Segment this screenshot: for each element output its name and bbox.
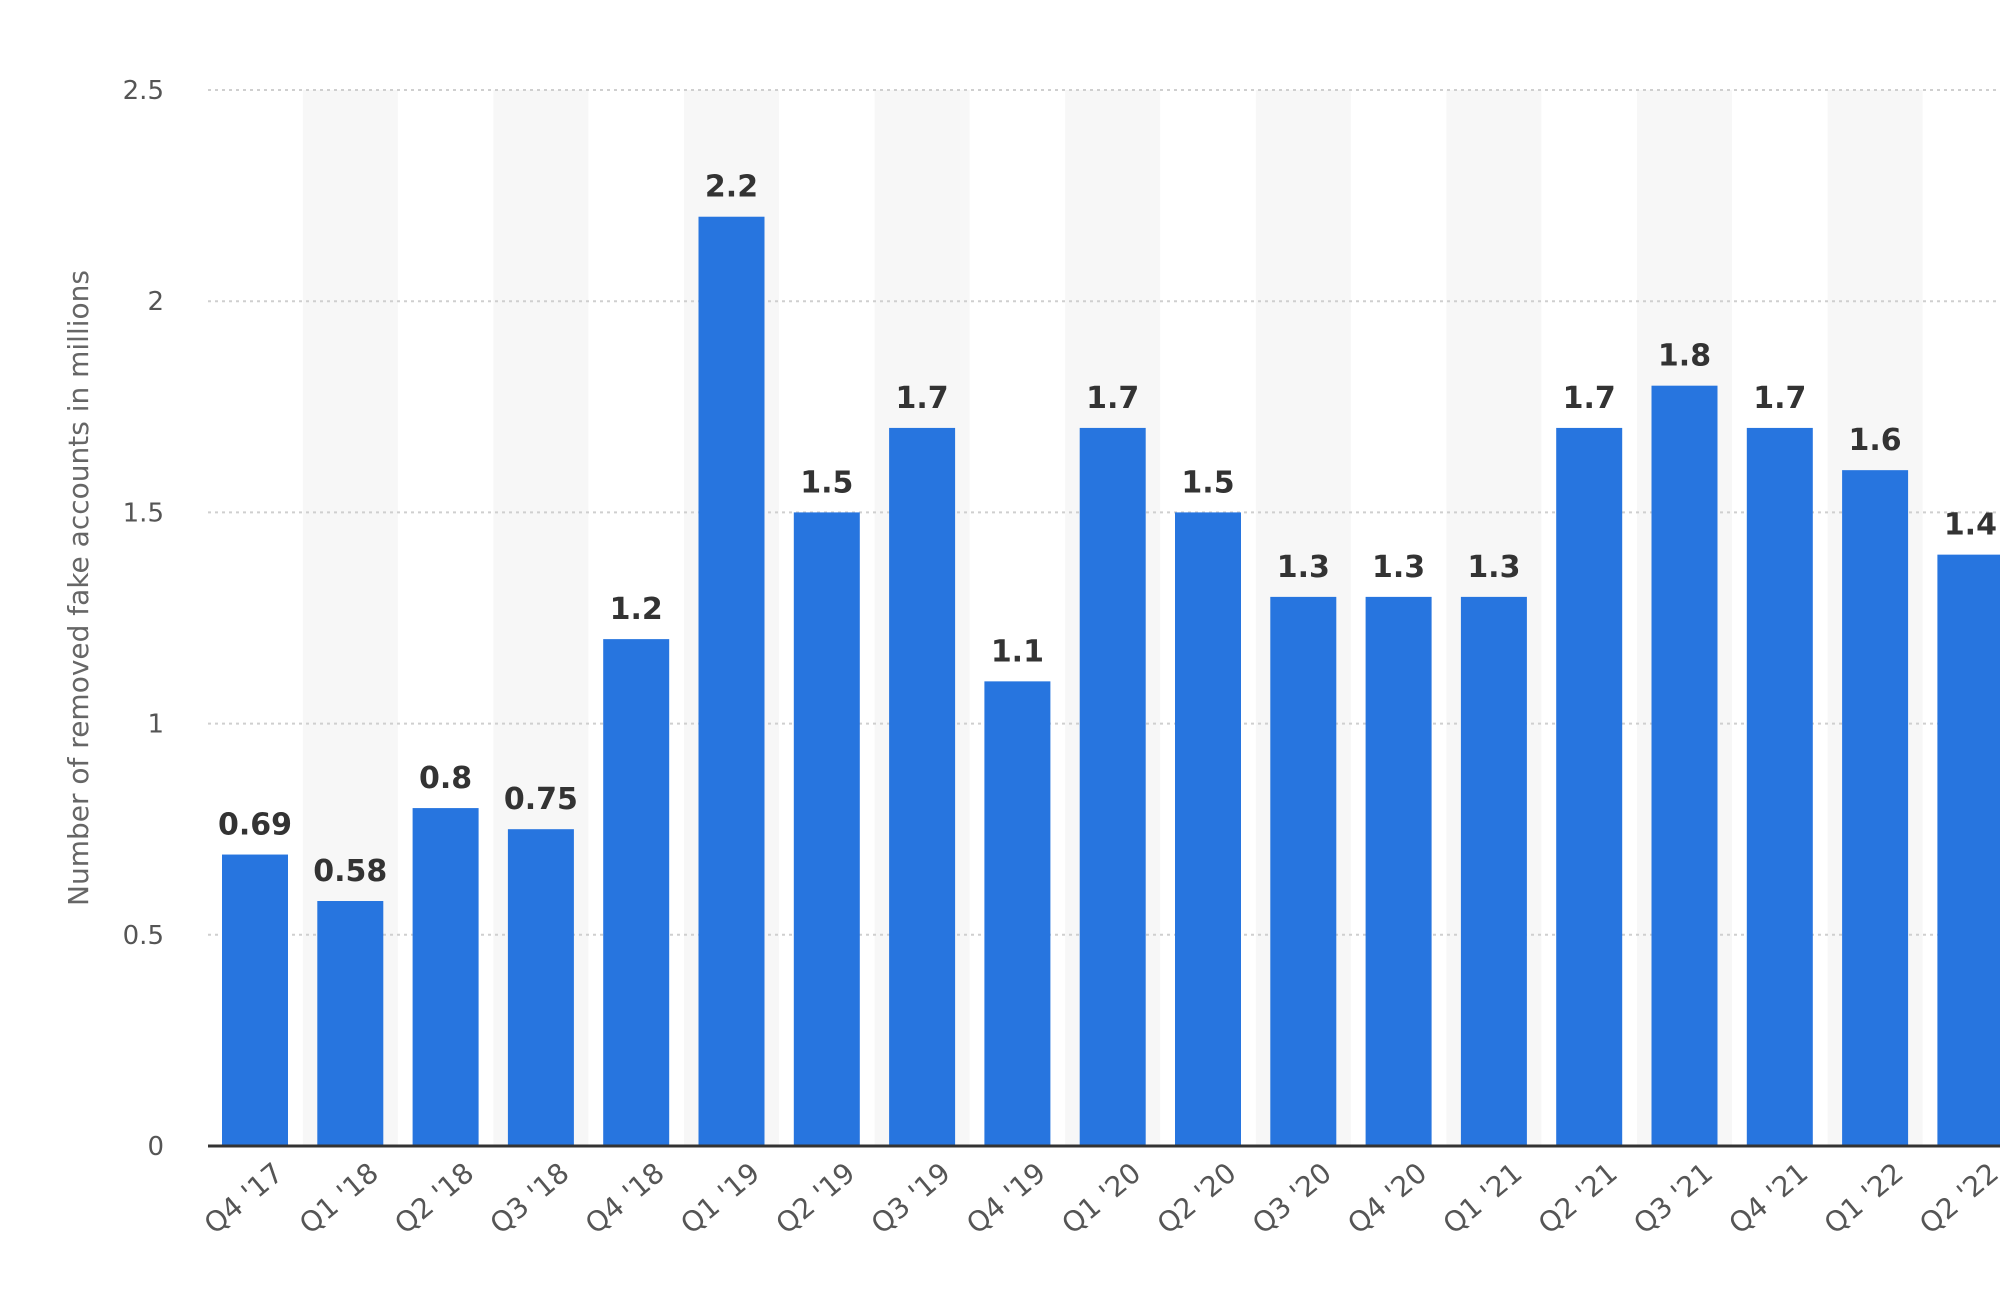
bar	[698, 216, 765, 1147]
x-tick-label: Q2 '18	[388, 1156, 480, 1240]
bar	[1937, 554, 2000, 1146]
y-axis-ticks: 0 0.5 1 1.5 2 2.5	[123, 76, 164, 1162]
data-label: 1.4	[1944, 508, 1997, 543]
data-label: 1.2	[610, 592, 663, 627]
x-tick-label: Q3 '18	[484, 1156, 576, 1240]
bar	[603, 639, 670, 1146]
data-label: 1.5	[800, 465, 853, 500]
bar	[1460, 596, 1527, 1146]
data-label: 1.3	[1372, 550, 1425, 585]
data-label: 0.69	[218, 808, 292, 843]
bar	[412, 808, 479, 1146]
y-axis-title: Number of removed fake accounts in milli…	[62, 270, 95, 906]
bar	[507, 829, 574, 1146]
bar	[222, 854, 288, 1146]
x-tick-label: Q4 '17	[198, 1156, 290, 1240]
bar	[1079, 427, 1146, 1146]
x-tick-label: Q3 '19	[865, 1156, 957, 1240]
data-label: 1.3	[1467, 550, 1520, 585]
data-label: 1.7	[1753, 381, 1806, 416]
data-label: 1.5	[1181, 465, 1234, 500]
bar	[1746, 427, 1813, 1146]
y-tick-label: 2	[147, 287, 164, 317]
data-labels: 0.69 0.58 0.8 0.75 1.2 2.2 1.5 1.7 1.1 1.7 1.5 1.3 1…	[218, 170, 1997, 889]
x-tick-label: Q1 '18	[293, 1156, 385, 1240]
x-tick-label: Q4 '20	[1341, 1156, 1433, 1240]
x-tick-label: Q3 '21	[1627, 1156, 1719, 1240]
x-tick-label: Q1 '22	[1818, 1156, 1910, 1240]
y-tick-label: 0.5	[123, 921, 164, 951]
x-tick-label: Q4 '19	[960, 1156, 1052, 1240]
data-label: 1.7	[1086, 381, 1139, 416]
bar	[984, 681, 1051, 1146]
bar	[1651, 385, 1718, 1146]
bar	[793, 512, 860, 1146]
y-tick-label: 1	[147, 710, 164, 740]
bar	[1365, 596, 1432, 1146]
data-label: 0.8	[419, 761, 472, 796]
x-tick-label: Q2 '20	[1151, 1156, 1243, 1240]
data-label: 1.3	[1277, 550, 1330, 585]
data-label: 0.58	[313, 854, 387, 889]
y-tick-label: 1.5	[123, 498, 164, 528]
bar	[1842, 470, 1909, 1146]
bar	[1175, 512, 1241, 1146]
data-label: 1.8	[1658, 339, 1711, 374]
x-tick-label: Q4 '21	[1723, 1156, 1815, 1240]
x-tick-label: Q2 '19	[770, 1156, 862, 1240]
bar	[889, 427, 956, 1146]
x-tick-label: Q3 '20	[1246, 1156, 1338, 1240]
data-label: 2.2	[705, 170, 758, 205]
x-tick-label: Q2 '22	[1913, 1156, 2000, 1240]
x-tick-label: Q1 '20	[1055, 1156, 1147, 1240]
data-label: 0.75	[504, 782, 578, 817]
bars	[222, 216, 2000, 1147]
x-axis-ticks: Q4 '17 Q1 '18 Q2 '18 Q3 '18 Q4 '18 Q1 '19 Q2 '…	[198, 1156, 2000, 1240]
data-label: 1.1	[991, 634, 1044, 669]
x-tick-label: Q2 '21	[1532, 1156, 1624, 1240]
data-label: 1.6	[1849, 423, 1902, 458]
data-label: 1.7	[1563, 381, 1616, 416]
bar	[317, 901, 384, 1146]
x-tick-label: Q1 '19	[674, 1156, 766, 1240]
x-tick-label: Q4 '18	[579, 1156, 671, 1240]
bar	[1556, 427, 1623, 1146]
bar	[1270, 596, 1337, 1146]
x-tick-label: Q1 '21	[1437, 1156, 1529, 1240]
y-tick-label: 2.5	[123, 76, 164, 106]
y-tick-label: 0	[147, 1132, 164, 1162]
data-label: 1.7	[896, 381, 949, 416]
